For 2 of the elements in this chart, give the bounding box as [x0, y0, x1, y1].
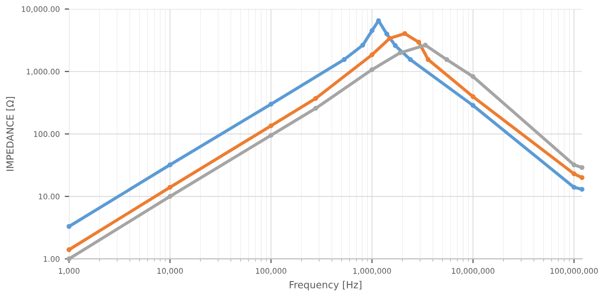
y-axis-title: IMPEDANCE [Ω]: [6, 97, 15, 171]
x-axis-title: Frequency [Hz]: [290, 280, 362, 290]
